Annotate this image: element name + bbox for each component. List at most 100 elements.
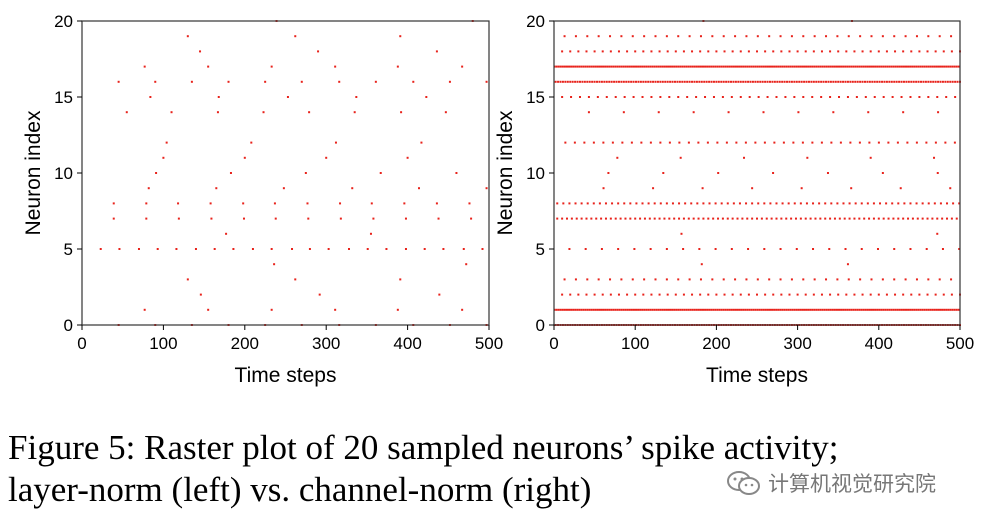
spike-point bbox=[888, 80, 891, 83]
spike-point bbox=[932, 80, 935, 83]
spike-point bbox=[604, 202, 607, 205]
spike-point bbox=[251, 248, 254, 250]
spike-point bbox=[727, 80, 730, 83]
spike-point bbox=[750, 65, 753, 68]
spike-point bbox=[137, 248, 140, 250]
spike-point bbox=[423, 248, 426, 250]
spike-point bbox=[833, 65, 836, 68]
spike-point bbox=[574, 80, 577, 83]
spike-point bbox=[950, 35, 953, 38]
spike-point bbox=[740, 65, 743, 68]
spike-point bbox=[856, 308, 859, 311]
spike-point bbox=[574, 278, 577, 281]
spike-point bbox=[385, 248, 388, 250]
spike-point bbox=[907, 65, 910, 68]
spike-point bbox=[731, 50, 734, 53]
spike-point bbox=[810, 80, 813, 83]
x-axis-label: Time steps bbox=[235, 364, 337, 387]
spike-point bbox=[911, 65, 914, 68]
spike-point bbox=[659, 65, 662, 68]
spike-point bbox=[752, 308, 755, 311]
spike-point bbox=[795, 80, 798, 83]
x-tick-label: 0 bbox=[549, 334, 558, 353]
spike-point bbox=[946, 202, 949, 205]
spike-point bbox=[756, 80, 759, 83]
spike-point bbox=[949, 187, 952, 190]
spike-point bbox=[630, 65, 633, 68]
spike-point bbox=[689, 65, 692, 68]
spike-point bbox=[762, 65, 765, 68]
spike-point bbox=[744, 308, 747, 311]
spike-point bbox=[706, 141, 709, 144]
spike-point bbox=[569, 80, 572, 83]
spike-point bbox=[584, 65, 587, 68]
spike-point bbox=[846, 96, 849, 98]
spike-point bbox=[741, 217, 744, 220]
spike-point bbox=[586, 308, 589, 311]
spike-point bbox=[633, 248, 636, 250]
spike-point bbox=[868, 217, 871, 220]
spike-point bbox=[639, 308, 642, 311]
spike-point bbox=[893, 248, 896, 250]
spike-point bbox=[726, 217, 729, 220]
spike-point bbox=[893, 35, 896, 38]
spike-point bbox=[831, 308, 834, 311]
spike-point bbox=[902, 308, 905, 311]
spike-point bbox=[840, 308, 843, 311]
spike-point bbox=[655, 65, 658, 68]
spike-point bbox=[691, 65, 694, 68]
spike-point bbox=[870, 278, 873, 281]
spike-point bbox=[749, 80, 752, 83]
spike-point bbox=[742, 80, 745, 83]
spike-point bbox=[639, 80, 642, 83]
spike-point bbox=[590, 308, 593, 311]
spike-point bbox=[739, 80, 742, 83]
spike-point bbox=[909, 96, 912, 98]
spike-point bbox=[118, 248, 121, 250]
spike-point bbox=[756, 293, 758, 296]
spike-point bbox=[648, 217, 651, 220]
spike-point bbox=[747, 293, 750, 296]
spike-point bbox=[739, 293, 742, 296]
spike-point bbox=[582, 308, 585, 311]
spike-point bbox=[825, 80, 828, 83]
spike-point bbox=[844, 80, 847, 83]
spike-point bbox=[807, 80, 810, 83]
spike-point bbox=[835, 308, 838, 311]
spike-point bbox=[786, 80, 789, 83]
wechat-icon bbox=[727, 471, 760, 495]
spike-point bbox=[669, 80, 672, 83]
spike-point bbox=[951, 65, 954, 68]
spike-point bbox=[793, 80, 796, 83]
spike-point bbox=[730, 96, 733, 98]
spike-point bbox=[738, 65, 741, 68]
spike-point bbox=[715, 80, 718, 83]
spike-point bbox=[870, 35, 873, 38]
spike-point bbox=[917, 65, 920, 68]
spike-point bbox=[953, 65, 956, 68]
spike-point bbox=[829, 293, 832, 296]
spike-point bbox=[752, 65, 755, 68]
spike-point bbox=[895, 80, 898, 83]
spike-point bbox=[637, 308, 640, 311]
spike-point bbox=[617, 293, 620, 296]
spike-point bbox=[561, 293, 564, 296]
spike-point bbox=[888, 308, 891, 311]
spike-point bbox=[677, 278, 680, 281]
y-tick-label: 20 bbox=[526, 12, 545, 31]
spike-point bbox=[199, 50, 202, 53]
spike-point bbox=[776, 80, 779, 83]
spike-point bbox=[744, 141, 747, 144]
spike-point bbox=[462, 248, 465, 250]
spike-point bbox=[923, 65, 926, 68]
spike-point bbox=[722, 308, 725, 311]
spike-point bbox=[918, 50, 921, 53]
spike-point bbox=[751, 80, 754, 83]
spike-point bbox=[605, 96, 608, 98]
spike-point bbox=[555, 308, 558, 311]
spike-point bbox=[700, 263, 703, 266]
spike-point bbox=[699, 35, 702, 38]
spike-point bbox=[909, 202, 912, 205]
spike-point bbox=[877, 50, 880, 53]
spike-point bbox=[910, 80, 913, 83]
